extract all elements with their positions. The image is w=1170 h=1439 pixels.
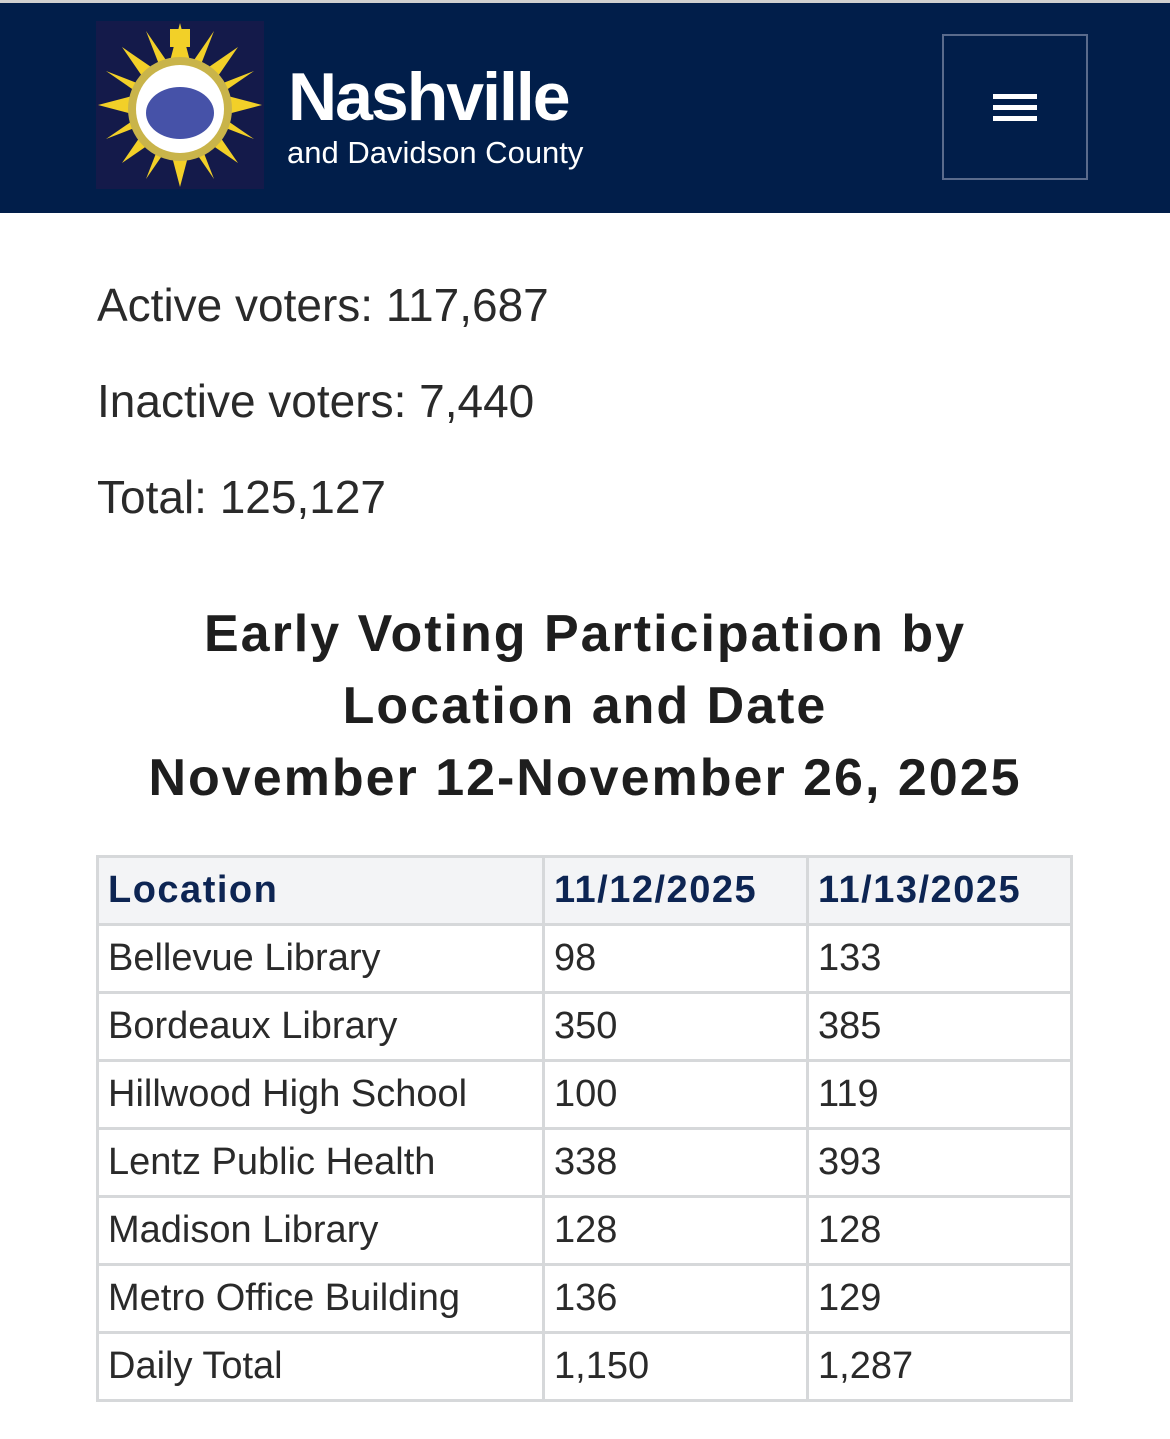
metro-seal-logo[interactable]	[96, 21, 264, 189]
table-row: Madison Library 128 128	[96, 1195, 1073, 1266]
brand-subtitle[interactable]: and Davidson County	[287, 135, 584, 170]
column-header: 11/12/2025	[542, 855, 809, 926]
table-row: Lentz Public Health 338 393	[96, 1127, 1073, 1198]
table-row: Metro Office Building 136 129	[96, 1263, 1073, 1334]
site-header: Nashville and Davidson County	[0, 3, 1170, 213]
count-cell: 119	[806, 1059, 1073, 1130]
location-cell: Bellevue Library	[96, 923, 545, 994]
count-cell: 385	[806, 991, 1073, 1062]
location-cell: Metro Office Building	[96, 1263, 545, 1334]
early-voting-table: Location 11/12/2025 11/13/2025 Bellevue …	[96, 855, 1073, 1402]
count-cell: 338	[542, 1127, 809, 1198]
heading-line: Early Voting Participation by	[203, 605, 967, 663]
heading-line: Location and Date	[342, 677, 828, 735]
heading-date-range: November 12-November 26, 2025	[148, 749, 1022, 807]
count-cell: 393	[806, 1127, 1073, 1198]
table-heading: Early Voting Participation by Location a…	[0, 598, 1170, 814]
count-cell: 1,287	[806, 1331, 1073, 1402]
location-cell: Hillwood High School	[96, 1059, 545, 1130]
table-header-row: Location 11/12/2025 11/13/2025	[96, 855, 1073, 926]
hamburger-icon	[993, 88, 1037, 127]
count-cell: 128	[542, 1195, 809, 1266]
count-cell: 133	[806, 923, 1073, 994]
location-cell: Lentz Public Health	[96, 1127, 545, 1198]
count-cell: 129	[806, 1263, 1073, 1334]
table-row: Hillwood High School 100 119	[96, 1059, 1073, 1130]
location-cell: Madison Library	[96, 1195, 545, 1266]
table-row: Bordeaux Library 350 385	[96, 991, 1073, 1062]
table-row: Bellevue Library 98 133	[96, 923, 1073, 994]
count-cell: 100	[542, 1059, 809, 1130]
brand-title[interactable]: Nashville	[288, 59, 571, 135]
location-cell: Daily Total	[96, 1331, 545, 1402]
active-voters: Active voters: 117,687	[97, 279, 549, 331]
count-cell: 350	[542, 991, 809, 1062]
menu-button[interactable]	[942, 34, 1088, 180]
total-voters: Total: 125,127	[97, 471, 387, 523]
inactive-voters: Inactive voters: 7,440	[97, 375, 535, 427]
top-border	[0, 0, 1170, 3]
count-cell: 136	[542, 1263, 809, 1334]
table-row: Daily Total 1,150 1,287	[96, 1331, 1073, 1402]
count-cell: 128	[806, 1195, 1073, 1266]
count-cell: 1,150	[542, 1331, 809, 1402]
column-header: Location	[96, 855, 545, 926]
count-cell: 98	[542, 923, 809, 994]
column-header: 11/13/2025	[806, 855, 1073, 926]
location-cell: Bordeaux Library	[96, 991, 545, 1062]
